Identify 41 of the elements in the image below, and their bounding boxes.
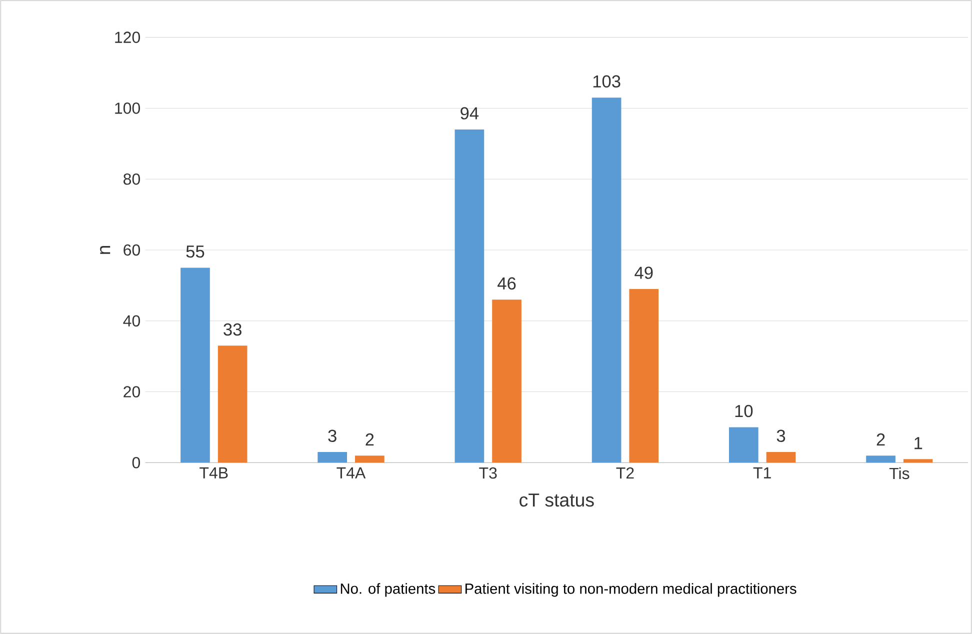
data-label: 33 [224, 323, 242, 336]
data-label: 2 [366, 433, 374, 446]
legend-label: Patient visiting to non-modern medical practitioners [466, 583, 796, 597]
data-label: 49 [634, 266, 653, 279]
y-tick-label: 20 [124, 386, 140, 398]
data-label: 3 [328, 430, 336, 442]
data-label: 103 [593, 75, 620, 88]
x-tick-label: T1 [753, 467, 771, 478]
bar [355, 456, 384, 463]
y-axis-title: n [100, 246, 110, 254]
data-label: 94 [460, 107, 479, 120]
y-tick-label: 80 [124, 173, 140, 185]
bar [728, 427, 758, 463]
bar [454, 129, 484, 463]
y-tick-label: 0 [132, 456, 140, 468]
x-tick-label: T3 [479, 467, 497, 479]
x-tick-label: T4B [200, 467, 228, 478]
data-label: 10 [735, 404, 753, 418]
x-tick-label: Tis [889, 467, 910, 480]
bar [766, 452, 796, 463]
data-label: 2 [876, 433, 885, 446]
data-label: 46 [498, 277, 516, 290]
bar [492, 300, 522, 463]
y-tick-label: 100 [115, 102, 140, 114]
x-tick-label: T2 [616, 467, 634, 479]
bar [318, 452, 347, 463]
bar [592, 98, 622, 463]
y-tick-label: 60 [124, 244, 140, 256]
y-tick-label: 120 [115, 32, 140, 43]
bar [629, 288, 659, 463]
data-label: 1 [914, 437, 922, 450]
legend-label: No. of patients [340, 583, 436, 597]
y-tick-label: 40 [123, 315, 140, 327]
bar [180, 268, 210, 463]
x-axis-title: cT status [520, 494, 594, 507]
bar [866, 456, 896, 463]
bar [218, 346, 248, 463]
data-label: 55 [186, 246, 204, 258]
x-tick-label: T4A [336, 467, 366, 478]
bar [903, 459, 933, 463]
data-label: 3 [776, 430, 786, 442]
